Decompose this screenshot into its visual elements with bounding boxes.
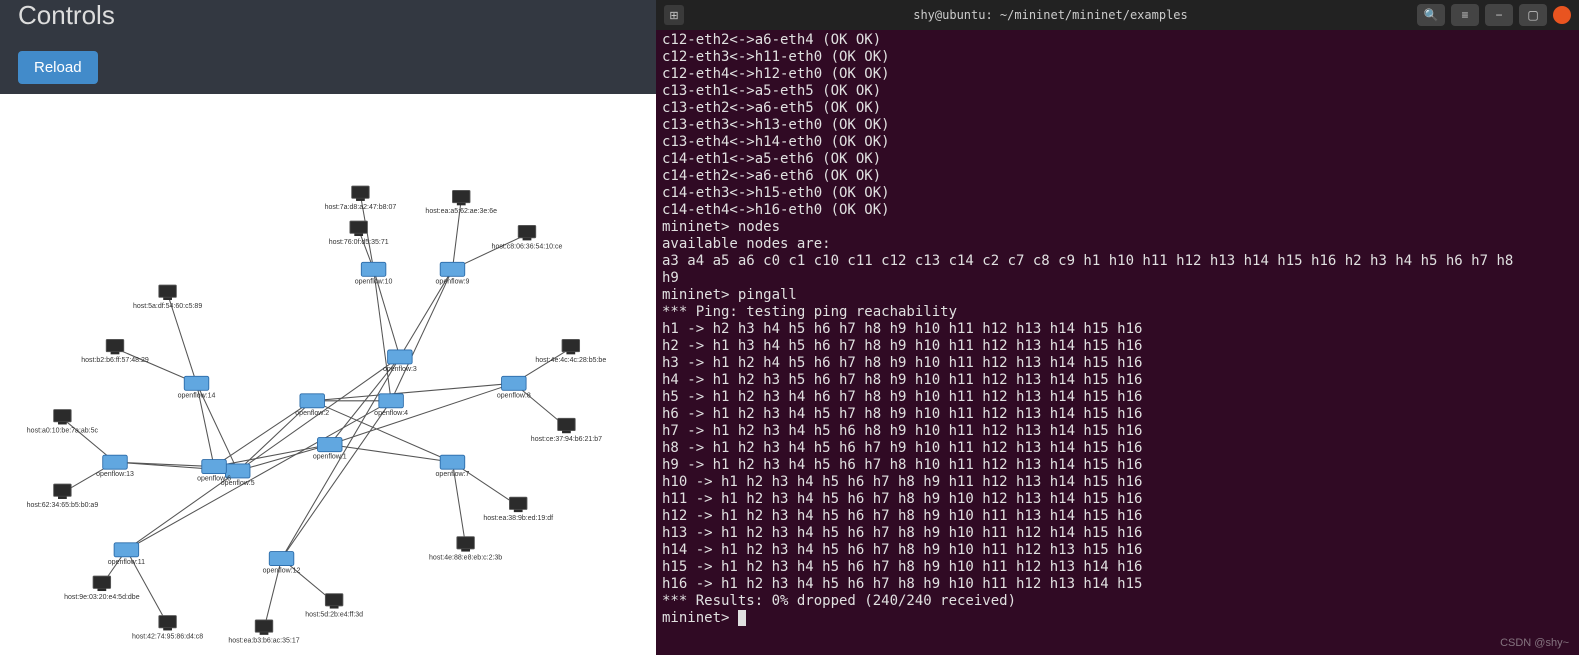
host-node[interactable]: host:4e:4c:4c:28:b5:be: [535, 339, 606, 364]
svg-text:host:5d:2b:e4:ff:3d: host:5d:2b:e4:ff:3d: [305, 611, 363, 618]
svg-text:host:76:0f:d5:35:71: host:76:0f:d5:35:71: [329, 239, 389, 246]
host-node[interactable]: host:c8:06:36:54:10:ce: [492, 225, 563, 250]
svg-text:host:42:74:95:86:d4:c8: host:42:74:95:86:d4:c8: [132, 633, 203, 640]
svg-text:host:4e:4c:4c:28:b5:be: host:4e:4c:4c:28:b5:be: [535, 357, 606, 364]
host-node[interactable]: host:a0:10:be:7a:ab:5c: [27, 410, 99, 435]
switch-node[interactable]: openflow:9: [436, 262, 470, 285]
switch-node[interactable]: openflow:11: [108, 543, 145, 566]
switch-node[interactable]: openflow:10: [355, 262, 393, 285]
svg-text:openflow:2: openflow:2: [295, 410, 329, 417]
svg-text:host:62:34:65:b5:b0:a9: host:62:34:65:b5:b0:a9: [27, 502, 99, 509]
svg-text:host:ce:37:94:b6:21:b7: host:ce:37:94:b6:21:b7: [531, 436, 602, 443]
host-node[interactable]: host:42:74:95:86:d4:c8: [132, 616, 203, 641]
close-icon[interactable]: [1553, 6, 1571, 24]
topology-edge: [126, 401, 391, 550]
host-node[interactable]: host:b2:b6:ff:57:48:29: [81, 339, 149, 364]
svg-text:host:c8:06:36:54:10:ce: host:c8:06:36:54:10:ce: [492, 243, 563, 250]
topology-edge: [330, 383, 514, 444]
svg-text:host:5a:df:54:60:c5:89: host:5a:df:54:60:c5:89: [133, 303, 202, 310]
svg-text:openflow:8: openflow:8: [497, 392, 531, 399]
controls-panel: Controls Reload openflow:1openflow:2open…: [0, 0, 656, 655]
switch-node[interactable]: openflow:6: [197, 460, 231, 483]
svg-text:host:4e:88:e8:eb:c:2:3b: host:4e:88:e8:eb:c:2:3b: [429, 554, 502, 561]
search-icon[interactable]: 🔍: [1417, 4, 1445, 26]
svg-text:host:b2:b6:ff:57:48:29: host:b2:b6:ff:57:48:29: [81, 357, 149, 364]
switch-node[interactable]: openflow:4: [374, 394, 408, 417]
svg-text:openflow:3: openflow:3: [383, 366, 417, 373]
switch-node[interactable]: openflow:1: [313, 438, 347, 461]
switch-node[interactable]: openflow:7: [436, 455, 470, 478]
switch-node[interactable]: openflow:14: [178, 376, 216, 399]
switch-node[interactable]: openflow:3: [383, 350, 417, 373]
terminal-title: shy@ubuntu: ~/mininet/mininet/examples: [690, 8, 1411, 22]
svg-text:host:ea:38:9b:ed:19:df: host:ea:38:9b:ed:19:df: [483, 515, 553, 522]
host-node[interactable]: host:ea:38:9b:ed:19:df: [483, 497, 553, 522]
svg-text:openflow:13: openflow:13: [96, 471, 134, 478]
host-node[interactable]: host:ea:b3:b6:ac:35:17: [228, 620, 299, 645]
topology-svg[interactable]: openflow:1 openflow:2 openflow:3 openflow:4…: [0, 94, 656, 655]
topology-edge: [126, 357, 399, 550]
terminal-tab-icon[interactable]: ⊞: [664, 5, 684, 25]
svg-text:openflow:14: openflow:14: [178, 392, 216, 399]
reload-button[interactable]: Reload: [18, 51, 98, 84]
svg-text:openflow:7: openflow:7: [436, 471, 470, 478]
menu-icon[interactable]: ≡: [1451, 4, 1479, 26]
host-node[interactable]: host:7a:d8:a2:47:b8:07: [325, 186, 397, 211]
svg-text:openflow:6: openflow:6: [197, 476, 231, 483]
terminal-panel: ⊞ shy@ubuntu: ~/mininet/mininet/examples…: [656, 0, 1579, 655]
topology-edge: [330, 445, 453, 463]
svg-text:host:9e:03:20:e4:5d:dbe: host:9e:03:20:e4:5d:dbe: [64, 594, 140, 601]
terminal-prompt: mininet>: [662, 610, 738, 626]
minimize-icon[interactable]: −: [1485, 4, 1513, 26]
topology-edge: [282, 401, 392, 559]
host-node[interactable]: host:ce:37:94:b6:21:b7: [531, 418, 602, 443]
terminal-titlebar: ⊞ shy@ubuntu: ~/mininet/mininet/examples…: [656, 0, 1579, 30]
svg-text:openflow:12: openflow:12: [263, 568, 301, 575]
topology-edge: [374, 269, 392, 400]
svg-text:openflow:4: openflow:4: [374, 410, 408, 417]
topology-canvas[interactable]: openflow:1 openflow:2 openflow:3 openflow:4…: [0, 94, 656, 655]
host-node[interactable]: host:62:34:65:b5:b0:a9: [27, 484, 99, 509]
watermark-text: CSDN @shy~: [1500, 637, 1569, 649]
svg-text:openflow:10: openflow:10: [355, 278, 393, 285]
terminal-output[interactable]: c12-eth2<->a6-eth4 (OK OK) c12-eth3<->h1…: [656, 30, 1579, 655]
terminal-cursor: [738, 610, 746, 626]
host-node[interactable]: host:76:0f:d5:35:71: [329, 221, 389, 246]
host-node[interactable]: host:5d:2b:e4:ff:3d: [305, 594, 363, 619]
topology-edge: [312, 383, 514, 401]
host-node[interactable]: host:9e:03:20:e4:5d:dbe: [64, 576, 140, 601]
svg-text:openflow:9: openflow:9: [436, 278, 470, 285]
switch-node[interactable]: openflow:8: [497, 376, 531, 399]
switch-node[interactable]: openflow:12: [263, 552, 301, 575]
switch-node[interactable]: openflow:2: [295, 394, 329, 417]
host-node[interactable]: host:5a:df:54:60:c5:89: [133, 285, 202, 310]
svg-text:host:7a:d8:a2:47:b8:07: host:7a:d8:a2:47:b8:07: [325, 204, 397, 211]
switch-node[interactable]: openflow:13: [96, 455, 134, 478]
svg-text:openflow:1: openflow:1: [313, 454, 347, 461]
controls-title: Controls: [0, 0, 656, 47]
topology-edge: [391, 269, 452, 400]
maximize-icon[interactable]: ▢: [1519, 4, 1547, 26]
svg-text:host:ea:a5:62:ae:3e:6e: host:ea:a5:62:ae:3e:6e: [425, 208, 497, 215]
svg-text:host:ea:b3:b6:ac:35:17: host:ea:b3:b6:ac:35:17: [228, 638, 299, 645]
svg-text:host:a0:10:be:7a:ab:5c: host:a0:10:be:7a:ab:5c: [27, 427, 99, 434]
svg-text:openflow:11: openflow:11: [108, 559, 145, 566]
host-node[interactable]: host:ea:a5:62:ae:3e:6e: [425, 190, 497, 215]
host-node[interactable]: host:4e:88:e8:eb:c:2:3b: [429, 537, 502, 562]
